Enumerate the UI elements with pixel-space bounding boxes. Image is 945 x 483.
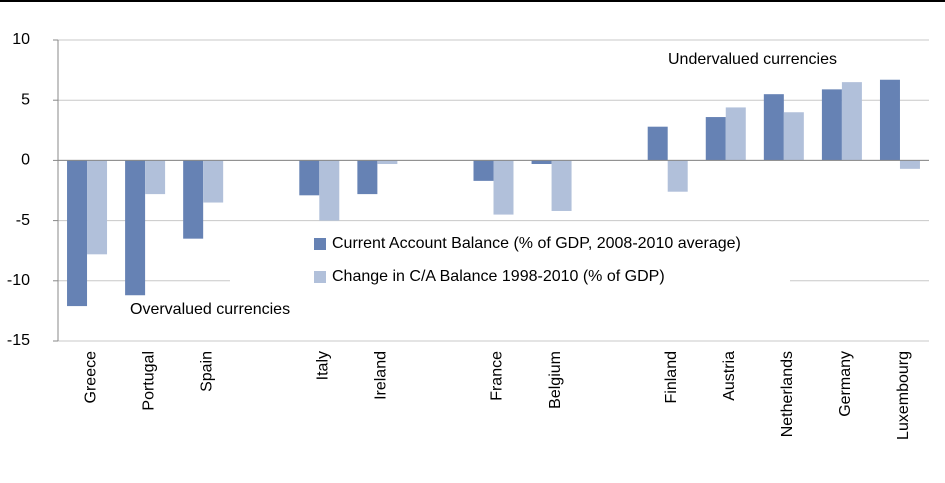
x-tick-label: Greece (82, 351, 99, 404)
x-tick-label: Finland (663, 351, 680, 403)
bar (67, 160, 88, 307)
y-tick-label: 5 (21, 91, 30, 108)
bar (125, 160, 146, 296)
legend-swatch (314, 238, 326, 250)
annotation-background (230, 272, 300, 288)
bar (319, 160, 340, 221)
x-tick-label: Germany (837, 351, 854, 417)
x-tick-label: Ireland (373, 351, 390, 400)
bar (493, 160, 514, 215)
x-tick-label: Italy (315, 351, 332, 380)
legend-background (300, 228, 790, 290)
x-tick-label: Austria (721, 351, 738, 401)
x-tick-label: France (489, 351, 506, 401)
annotation: Undervalued currencies (668, 51, 837, 68)
legend-label: Current Account Balance (% of GDP, 2008-… (332, 235, 741, 252)
bar (203, 160, 224, 203)
bar (357, 160, 378, 195)
bar (821, 89, 842, 161)
bar (531, 160, 552, 165)
bar (299, 160, 320, 196)
bar (879, 79, 900, 161)
bar (705, 117, 726, 161)
x-tick-label: Portugal (140, 351, 157, 411)
bar (473, 160, 494, 181)
y-tick-label: 0 (21, 152, 30, 169)
bar (183, 160, 204, 239)
bar (87, 160, 108, 255)
bar (551, 160, 572, 211)
bar (783, 112, 804, 161)
annotation: Overvalued currencies (130, 301, 290, 318)
legend-swatch (314, 271, 326, 283)
bar (145, 160, 166, 195)
y-tick-label: -5 (16, 212, 30, 229)
x-tick-label: Netherlands (779, 351, 796, 437)
y-tick-label: 10 (12, 31, 30, 48)
bar (725, 107, 746, 161)
bar (899, 160, 920, 169)
bar (667, 160, 688, 192)
x-tick-label: Spain (198, 351, 215, 392)
bar (841, 82, 862, 161)
y-tick-label: -15 (7, 332, 30, 349)
bar (763, 94, 784, 161)
x-tick-label: Belgium (547, 351, 564, 409)
bar (377, 160, 398, 165)
y-tick-label: -10 (7, 272, 30, 289)
bar (647, 126, 668, 161)
legend-label: Change in C/A Balance 1998-2010 (% of GD… (332, 268, 665, 285)
x-tick-label: Luxembourg (895, 351, 912, 440)
